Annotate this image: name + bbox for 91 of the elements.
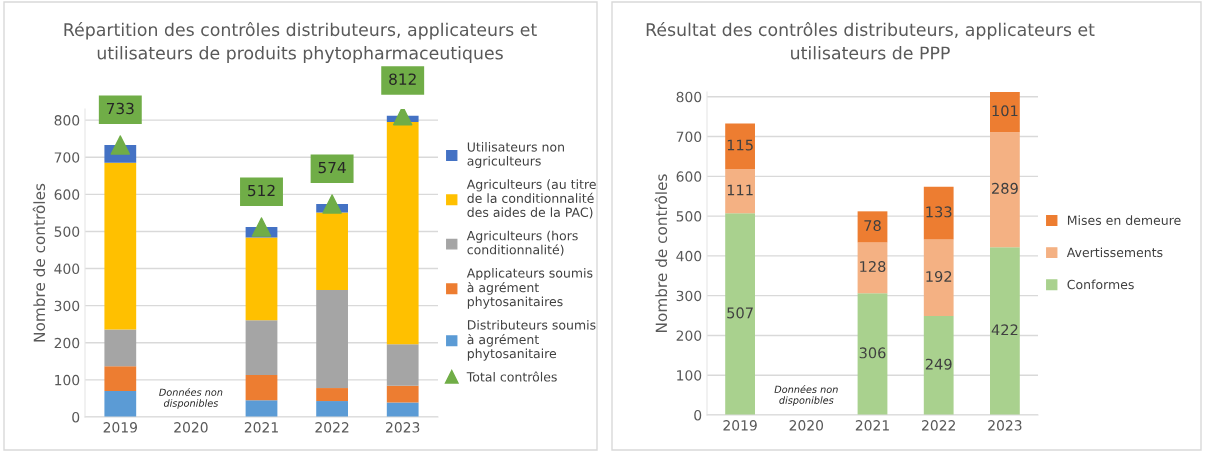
y-axis-title: Nombre de contrôles xyxy=(32,183,46,342)
bar xyxy=(245,375,278,401)
bar xyxy=(386,344,419,386)
bar xyxy=(245,320,278,376)
x-tick-label: 2019 xyxy=(723,420,757,431)
bar xyxy=(725,169,755,214)
x-tick-label: 2023 xyxy=(386,422,420,433)
bar xyxy=(386,385,419,403)
y-axis-title: Nombre de contrôles xyxy=(654,174,668,332)
x-tick-label: 2023 xyxy=(988,420,1022,431)
point xyxy=(392,109,413,126)
y-tick-label: 800 xyxy=(676,91,702,103)
legend-label: Distributeurs soumis à agrément phytosanitaire xyxy=(467,319,596,361)
y-tick-label: 600 xyxy=(676,171,702,182)
y-tick-label: 100 xyxy=(55,374,80,386)
chart-title: Répartition des contrôles distributeurs, applicateurs et utilisateurs de produits phytopharmaceutiques xyxy=(64,22,537,63)
legend-label: Agriculteurs (hors conditionnalité) xyxy=(466,230,578,256)
y-tick-label: 400 xyxy=(676,250,702,262)
y-tick-label: 0 xyxy=(72,411,80,423)
data-label: 507 xyxy=(727,307,753,319)
data-label: 128 xyxy=(860,261,886,273)
bar xyxy=(104,366,137,392)
bar xyxy=(923,315,954,415)
legend-label: Utilisateurs non agriculteurs xyxy=(467,141,564,169)
y-tick-label: 0 xyxy=(694,409,702,421)
annotation: Données non disponibles xyxy=(774,385,838,406)
legend-label: Agriculteurs (au titre de la conditionnalité des aides de la PAC) xyxy=(466,179,596,219)
bar xyxy=(923,186,954,240)
chart-title: Résultat des contrôles distributeurs, applicateurs et utilisateurs de PPP xyxy=(646,22,1095,60)
y-tick-label: 800 xyxy=(54,115,80,126)
bar xyxy=(725,213,755,415)
bar xyxy=(990,92,1020,133)
x-tick-label: 2019 xyxy=(103,422,137,433)
y-tick-label: 200 xyxy=(676,330,702,341)
point xyxy=(110,135,131,155)
bar xyxy=(104,329,137,367)
data-label: 812 xyxy=(389,73,416,85)
data-label: 115 xyxy=(727,139,753,151)
data-label: 133 xyxy=(926,206,952,218)
y-tick-label: 700 xyxy=(54,152,80,163)
data-label: 111 xyxy=(727,184,753,196)
x-tick-label: 2020 xyxy=(174,422,208,433)
x-tick-label: 2022 xyxy=(315,422,349,433)
bar xyxy=(857,242,888,294)
bar xyxy=(245,237,278,321)
bar xyxy=(316,401,348,417)
y-tick-label: 500 xyxy=(676,211,702,222)
legend-label: Conformes xyxy=(1067,279,1134,290)
data-label: 249 xyxy=(925,358,952,370)
legend-label: Mises en demeure xyxy=(1067,215,1181,226)
y-tick-label: 300 xyxy=(676,290,702,302)
y-tick-label: 300 xyxy=(54,300,80,312)
data-label: 78 xyxy=(864,220,881,232)
legend-label: Applicateurs soumis à agrément phytosanitaires xyxy=(466,268,593,309)
point xyxy=(251,217,272,237)
bar xyxy=(857,211,888,243)
bar xyxy=(990,132,1020,248)
y-tick-label: 200 xyxy=(54,337,80,349)
bar xyxy=(857,293,888,415)
bar xyxy=(990,247,1020,415)
data-label: 512 xyxy=(248,184,275,197)
x-tick-label: 2021 xyxy=(244,422,278,433)
y-tick-label: 500 xyxy=(54,226,80,237)
y-tick-label: 400 xyxy=(54,263,80,275)
bar xyxy=(104,391,137,417)
data-label: 422 xyxy=(991,324,1018,336)
data-label: 101 xyxy=(992,105,1018,117)
point xyxy=(322,194,342,214)
bar xyxy=(316,290,348,389)
data-label: 289 xyxy=(992,182,1018,194)
bar xyxy=(923,239,954,316)
bar xyxy=(316,212,348,291)
x-tick-label: 2020 xyxy=(789,420,824,431)
data-label: 733 xyxy=(106,102,134,115)
bar xyxy=(386,402,419,417)
bar xyxy=(245,400,278,417)
legend-label: Avertissements xyxy=(1066,247,1163,258)
bar xyxy=(725,123,755,170)
x-tick-label: 2022 xyxy=(922,420,955,431)
data-label: 306 xyxy=(859,347,886,359)
x-tick-label: 2021 xyxy=(855,420,889,431)
y-tick-label: 700 xyxy=(676,131,702,143)
y-tick-label: 100 xyxy=(677,370,702,381)
bar xyxy=(104,162,137,330)
data-label: 574 xyxy=(318,161,346,174)
data-label: 192 xyxy=(926,270,952,282)
bar xyxy=(316,388,348,402)
y-tick-label: 600 xyxy=(54,189,80,200)
bar xyxy=(386,121,419,345)
annotation: Données non disponibles xyxy=(159,387,223,409)
legend-label: Total contrôles xyxy=(466,371,557,382)
